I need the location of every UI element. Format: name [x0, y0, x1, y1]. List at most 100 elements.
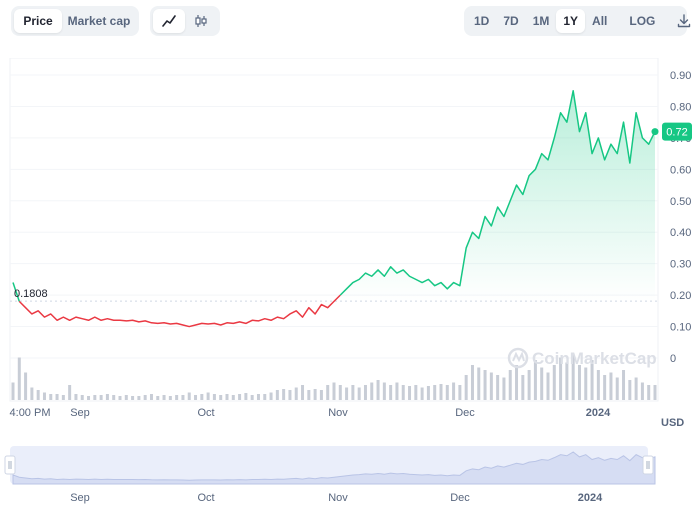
volume-bar: [508, 370, 512, 400]
candlestick-button[interactable]: [185, 9, 217, 33]
y-tick-label: 0.40: [670, 227, 691, 239]
volume-bar: [275, 390, 279, 400]
candlestick-icon: [195, 15, 207, 27]
volume-bars: [11, 355, 657, 400]
navigator-tick-label: 2024: [578, 492, 603, 504]
volume-bar: [250, 395, 254, 400]
volume-bar: [433, 385, 437, 400]
volume-bar: [99, 395, 103, 400]
volume-bar: [11, 382, 15, 400]
volume-bar: [105, 394, 109, 400]
volume-bar: [194, 395, 198, 400]
chart-toolbar: Price Market cap 1D 7D 1M 1Y All LOG: [0, 6, 700, 36]
volume-bar: [206, 392, 210, 400]
volume-bar: [640, 382, 644, 400]
price-chart: 0.900.800.700.600.500.400.300.200.1000.1…: [0, 57, 700, 438]
navigator-svg: Sep Oct Nov Dec 2024: [4, 446, 656, 504]
volume-bar: [452, 382, 456, 400]
volume-bar: [137, 396, 141, 400]
x-tick-label: Oct: [197, 407, 214, 419]
volume-bar: [42, 392, 46, 400]
volume-bar: [420, 387, 424, 400]
current-price-label: 0.72: [666, 127, 687, 139]
download-icon: [678, 14, 691, 28]
volume-bar: [609, 372, 613, 400]
y-tick-label: 0.20: [670, 290, 691, 302]
volume-bar: [653, 385, 657, 400]
volume-bar: [168, 396, 172, 400]
navigator-tick-label: Dec: [450, 492, 470, 504]
y-unit-label: USD: [661, 417, 684, 429]
volume-bar: [200, 394, 204, 400]
volume-bar: [615, 377, 619, 400]
navigator-tick-label: Nov: [328, 492, 348, 504]
chart-type-toggle: [150, 6, 220, 36]
navigator-handle-right[interactable]: [642, 455, 654, 475]
start-segment: [12, 282, 21, 302]
volume-bar: [571, 355, 575, 400]
volume-bar: [338, 385, 342, 400]
volume-bar: [464, 375, 468, 400]
volume-bar: [603, 375, 607, 400]
price-line: [12, 89, 659, 328]
volume-bar: [521, 375, 525, 400]
volume-bar: [389, 385, 393, 400]
coinmarketcap-logo-icon: [507, 347, 529, 369]
range-1d[interactable]: 1D: [474, 14, 490, 28]
navigator-tick-label: Sep: [70, 492, 90, 504]
volume-bar: [225, 394, 229, 400]
download-button[interactable]: [670, 9, 698, 33]
navigator-axis-labels: Sep Oct Nov Dec 2024: [70, 492, 603, 504]
volume-bar: [628, 380, 632, 400]
range-navigator[interactable]: Sep Oct Nov Dec 2024: [0, 446, 700, 511]
volume-bar: [87, 396, 91, 400]
volume-bar: [596, 370, 600, 400]
volume-bar: [307, 390, 311, 400]
y-tick-label: 0.90: [670, 70, 691, 82]
y-tick-label: 0.30: [670, 259, 691, 271]
tab-price[interactable]: Price: [14, 9, 62, 33]
navigator-handle-left[interactable]: [4, 455, 16, 475]
volume-bar: [483, 370, 487, 400]
tab-market-cap[interactable]: Market cap: [67, 14, 131, 28]
volume-bar: [326, 385, 330, 400]
line-chart-button[interactable]: [153, 9, 185, 33]
volume-bar: [496, 375, 500, 400]
price-chart-svg[interactable]: 0.900.800.700.600.500.400.300.200.1000.1…: [0, 57, 700, 438]
volume-bar: [112, 395, 116, 400]
current-price-dot: [651, 128, 659, 136]
price-area-fill: [340, 90, 655, 302]
volume-bar: [357, 387, 361, 400]
volume-bar: [426, 386, 430, 400]
log-scale-toggle[interactable]: LOG: [629, 14, 656, 28]
range-all[interactable]: All: [592, 14, 608, 28]
volume-bar: [24, 372, 28, 400]
volume-bar: [118, 396, 122, 400]
x-tick-label: Sep: [70, 407, 90, 419]
volume-bar: [231, 395, 235, 400]
volume-bar: [540, 367, 544, 400]
range-7d[interactable]: 7D: [503, 14, 519, 28]
x-tick-label: Nov: [328, 407, 348, 419]
volume-bar: [577, 365, 581, 400]
volume-bar: [445, 385, 449, 400]
range-1y[interactable]: 1Y: [556, 9, 586, 33]
line-chart-icon: [162, 15, 176, 27]
volume-bar: [288, 390, 292, 400]
volume-bar: [156, 396, 160, 400]
volume-bar: [49, 394, 53, 400]
volume-bar: [370, 382, 374, 400]
reference-label: 0.1808: [14, 288, 48, 300]
range-1m[interactable]: 1M: [532, 14, 550, 28]
volume-bar: [93, 395, 97, 400]
volume-bar: [527, 370, 531, 400]
volume-bar: [584, 367, 588, 400]
volume-bar: [80, 395, 84, 400]
volume-bar: [439, 384, 443, 400]
volume-bar: [256, 394, 260, 400]
volume-bar: [376, 380, 380, 400]
volume-bar: [533, 360, 537, 400]
time-range-selector: 1D 7D 1M 1Y All LOG: [464, 6, 691, 36]
volume-bar: [559, 357, 563, 400]
volume-bar: [332, 382, 336, 400]
